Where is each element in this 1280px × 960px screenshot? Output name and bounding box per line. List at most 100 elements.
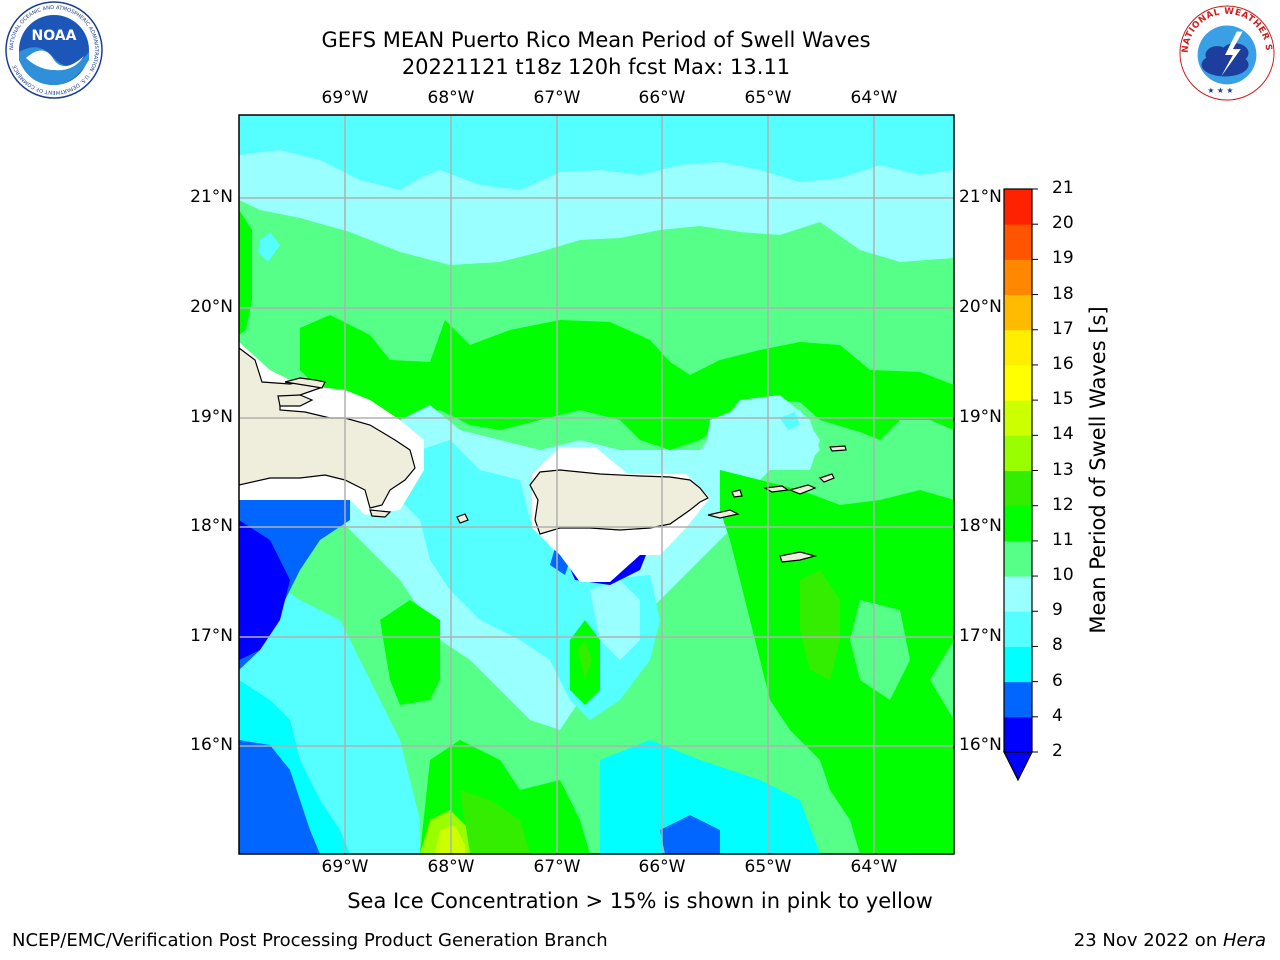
lat-label-right: 17°N: [959, 626, 1002, 646]
land-puerto-rico: [529, 469, 709, 535]
contour-11-12s-south: [460, 790, 530, 854]
lon-label-bottom: 65°W: [744, 857, 792, 877]
colorbar-segment: [1004, 400, 1032, 436]
lat-label-left: 17°N: [190, 626, 233, 646]
colorbar-segment: [1004, 189, 1032, 225]
lon-label-top: 68°W: [427, 88, 475, 108]
land-anegada: [829, 445, 847, 452]
colorbar-tick-label: 6: [1052, 670, 1063, 691]
colorbar-tick-label: 8: [1052, 635, 1063, 656]
land-culebra: [731, 489, 743, 498]
land-virgin-gorda: [818, 473, 835, 483]
contour-2-4s-south-central: [660, 815, 720, 854]
lon-label-bottom: 64°W: [850, 857, 898, 877]
colorbar-tick-label: 10: [1052, 565, 1074, 586]
colorbar-tick-label: 2: [1052, 741, 1063, 761]
colorbar-segment: [1004, 470, 1032, 507]
contour-10-11s-west-edge: [239, 210, 252, 335]
colorbar-tick-label: 14: [1052, 424, 1074, 445]
land-hispaniola-north-coast: [284, 377, 326, 389]
contour-8-9s-isle: [590, 580, 640, 660]
colorbar-tick-label: 19: [1052, 248, 1074, 269]
contour-6-8s-east-dot: [780, 412, 800, 430]
lat-label-right: 20°N: [959, 297, 1002, 317]
land-saona: [369, 509, 392, 518]
contour-0-2s-prsouth: [550, 548, 570, 575]
contour-0-2s-southwest: [239, 740, 320, 854]
colorbar-tick-label: 15: [1052, 389, 1074, 410]
colorbar-segment: [1004, 294, 1032, 331]
lon-label-top: 64°W: [850, 88, 898, 108]
colorbar-segment: [1004, 505, 1032, 542]
colorbar-segment: [1004, 259, 1032, 296]
contour-4-6s-south-central: [600, 740, 820, 854]
contour-10-11s-east: [720, 470, 954, 854]
colorbar-underflow-arrow: [1003, 751, 1033, 782]
land-gonave: [277, 394, 314, 407]
lon-label-bottom: 66°W: [638, 857, 686, 877]
colorbar-segment: [1004, 576, 1032, 612]
lon-label-top: 66°W: [638, 88, 686, 108]
lat-label-left: 21°N: [190, 187, 233, 207]
land-st-thomas: [763, 485, 790, 493]
land-st-croix: [779, 551, 818, 563]
lat-label-left: 18°N: [190, 516, 233, 536]
lon-label-top: 67°W: [533, 88, 581, 108]
colorbar-tick-label: 11: [1052, 529, 1074, 550]
gridlines: [239, 115, 954, 854]
footer-date-text: 23 Nov 2022 on: [1073, 930, 1223, 951]
map-frame: [238, 114, 955, 855]
noaa-logo: NATIONAL OCEANIC AND ATMOSPHERIC ADMINIS…: [5, 1, 103, 99]
footer-machine: Hera: [1222, 930, 1266, 951]
contour-fill-layer: [239, 115, 954, 854]
colorbar-tick-label: 12: [1052, 494, 1074, 515]
lat-label-left: 20°N: [190, 297, 233, 317]
contour-below-2s-west: [239, 520, 290, 660]
land-tortola: [788, 484, 817, 495]
lon-label-bottom: 68°W: [427, 857, 475, 877]
contour-4-6s-north-blob: [258, 232, 280, 262]
colorbar-segment: [1004, 611, 1032, 647]
lon-label-top: 65°W: [744, 88, 792, 108]
colorbar-title: Mean Period of Swell Waves [s]: [1086, 306, 1110, 634]
colorbar-tick-label: 17: [1052, 318, 1074, 339]
colorbar-segment: [1004, 224, 1032, 260]
lon-label-top: 69°W: [321, 88, 369, 108]
colorbar-tick-label: 18: [1052, 283, 1074, 304]
contour-13-14s-south: [435, 825, 465, 854]
lat-label-right: 19°N: [959, 407, 1002, 427]
colorbar-segment: [1004, 540, 1032, 577]
colorbar-segment: [1004, 716, 1032, 753]
svg-text:NOAA: NOAA: [32, 28, 77, 44]
map-subtitle: 20221121 t18z 120h fcst Max: 13.11: [401, 55, 791, 79]
footer-date: 23 Nov 2022 on Hera: [1074, 930, 1266, 951]
lat-label-left: 19°N: [190, 407, 233, 427]
lon-label-bottom: 69°W: [321, 857, 369, 877]
lat-label-left: 16°N: [190, 735, 233, 755]
contour-9-10s-east-inner: [850, 600, 910, 700]
map-title: GEFS MEAN Puerto Rico Mean Period of Swe…: [321, 28, 871, 52]
colorbar-tick-label: 9: [1052, 600, 1063, 621]
svg-text:★ ★ ★: ★ ★ ★: [1207, 86, 1233, 95]
colorbar-segment: [1004, 364, 1032, 401]
lon-label-bottom: 67°W: [533, 857, 581, 877]
colorbar-tick-label: 20: [1052, 213, 1074, 234]
sea-ice-note: Sea Ice Concentration > 15% is shown in …: [347, 889, 933, 913]
colorbar-tick-label: 16: [1052, 353, 1074, 374]
contour-10-11s-westcentral: [380, 600, 440, 705]
lat-label-right: 16°N: [959, 735, 1002, 755]
colorbar-tick-label: 13: [1052, 459, 1074, 480]
lat-label-right: 18°N: [959, 516, 1002, 536]
nws-logo: NATIONAL WEATHER SERVICE ★ ★ ★: [1178, 4, 1275, 101]
contour-11-12s-tongue: [578, 640, 592, 680]
colorbar-segment: [1004, 435, 1032, 471]
colorbar-tick-label: 4: [1052, 705, 1063, 726]
colorbar-segment: [1004, 646, 1032, 683]
contour-6-8s-north: [239, 115, 954, 190]
land-vieques: [707, 509, 740, 519]
colorbar-segment: [1004, 329, 1032, 366]
contour-10-11s-central: [300, 315, 954, 450]
contour-11-12s-east: [800, 570, 840, 680]
colorbar-segment: [1004, 681, 1032, 718]
lat-label-right: 21°N: [959, 187, 1002, 207]
